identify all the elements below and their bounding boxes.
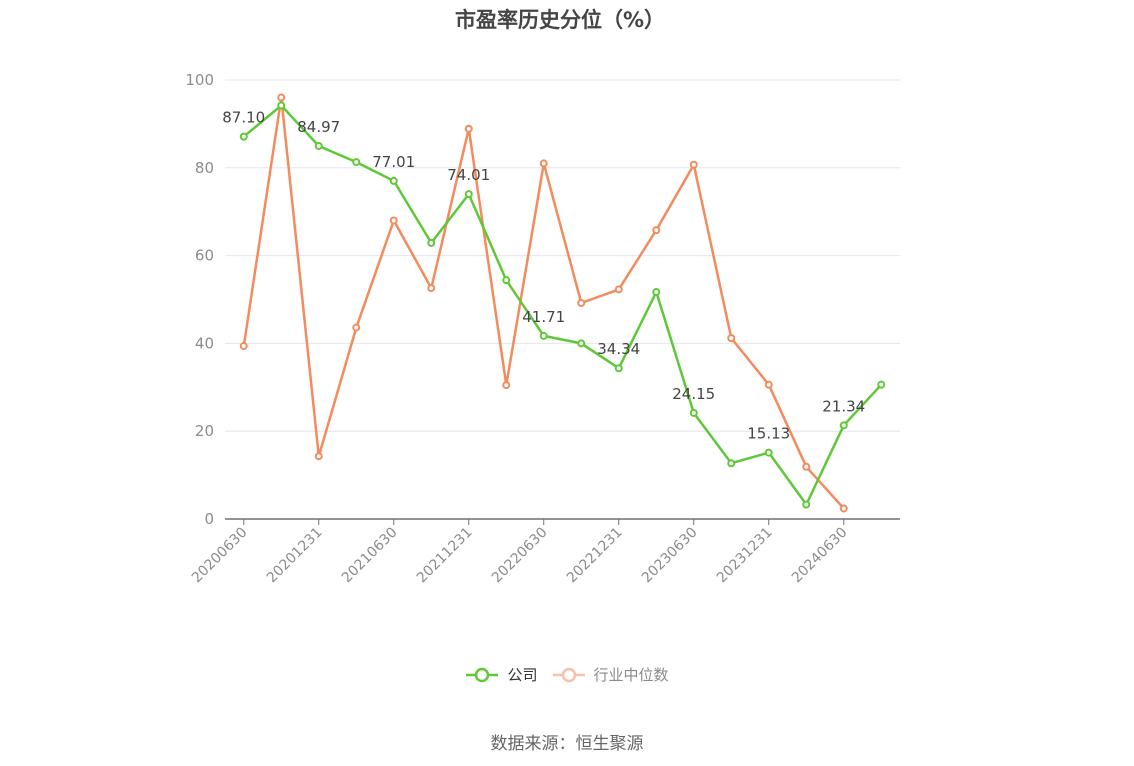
- y-tick-label: 0: [204, 510, 214, 528]
- data-labels: 87.10 84.97 77.01 74.01 41.71 34.34 24.15 15.13…: [222, 109, 865, 443]
- data-source: 数据来源：恒生聚源: [490, 734, 644, 754]
- data-point-1: [764, 380, 773, 389]
- data-point-1: [239, 342, 248, 351]
- legend-industry-icon: [552, 667, 585, 682]
- x-tick-label: 20230630: [639, 525, 701, 587]
- legend-item-industry[interactable]: 行业中位数: [552, 664, 669, 685]
- y-tick-label: 100: [185, 71, 214, 89]
- data-label: 15.13: [747, 425, 790, 443]
- data-point-1: [839, 504, 848, 513]
- data-point-0: [464, 190, 473, 199]
- data-label: 87.10: [222, 109, 265, 127]
- data-point-1: [614, 285, 623, 294]
- series-layer: [239, 93, 886, 513]
- data-point-0: [652, 288, 661, 297]
- x-tick-label: 20210630: [339, 525, 401, 587]
- data-point-1: [352, 323, 361, 332]
- data-point-1: [802, 462, 811, 471]
- x-tick-label: 20200630: [189, 525, 251, 587]
- legend-item-company[interactable]: 公司: [465, 664, 538, 685]
- series-line-0: [243, 104, 883, 506]
- data-point-0: [427, 238, 436, 247]
- data-point-1: [689, 160, 698, 169]
- data-label: 41.71: [522, 308, 565, 326]
- data-label: 77.01: [372, 153, 415, 171]
- data-point-0: [352, 158, 361, 167]
- data-point-0: [239, 132, 248, 141]
- data-point-1: [427, 284, 436, 293]
- legend-label-industry: 行业中位数: [593, 666, 669, 684]
- data-point-1: [727, 334, 736, 343]
- data-point-1: [502, 381, 511, 390]
- data-point-0: [802, 500, 811, 509]
- data-point-0: [277, 101, 286, 110]
- x-tick-label: 20221231: [564, 525, 626, 587]
- data-point-0: [314, 141, 323, 150]
- data-point-0: [877, 380, 886, 389]
- x-axis: 0 20 40 60 80 100 20200630 20201231 20210630 2021…: [185, 71, 900, 586]
- data-point-1: [464, 124, 473, 133]
- data-point-0: [764, 448, 773, 457]
- data-point-0: [577, 339, 586, 348]
- data-point-0: [539, 331, 548, 340]
- legend: 公司 行业中位数: [0, 664, 1134, 685]
- x-tick-label: 20201231: [264, 525, 326, 587]
- data-label: 74.01: [447, 166, 490, 184]
- data-label: 21.34: [822, 397, 865, 415]
- y-tick-label: 40: [195, 334, 214, 352]
- x-tick-label: 20240630: [789, 525, 851, 587]
- grid-lines: [225, 79, 900, 432]
- data-point-0: [689, 408, 698, 417]
- data-point-0: [839, 421, 848, 430]
- data-label: 84.97: [297, 118, 340, 136]
- data-point-1: [577, 299, 586, 308]
- data-point-0: [502, 276, 511, 285]
- y-tick-label: 60: [195, 247, 214, 265]
- legend-company-icon: [466, 667, 499, 682]
- data-label: 34.34: [597, 340, 640, 358]
- y-tick-label: 80: [195, 159, 214, 177]
- series-line-1: [242, 96, 845, 510]
- data-point-1: [539, 159, 548, 168]
- y-tick-label: 20: [195, 422, 214, 440]
- x-tick-label: 20211231: [414, 525, 476, 587]
- legend-label-company: 公司: [507, 666, 538, 684]
- data-point-0: [389, 176, 398, 185]
- data-point-1: [277, 93, 286, 102]
- data-point-1: [389, 216, 398, 225]
- data-label: 24.15: [672, 385, 715, 403]
- data-point-0: [727, 459, 736, 468]
- chart-title: 市盈率历史分位（%）: [454, 8, 666, 32]
- x-tick-label: 20220630: [489, 525, 551, 587]
- data-point-0: [614, 364, 623, 373]
- data-point-1: [314, 452, 323, 461]
- x-tick-label: 20231231: [714, 525, 776, 587]
- data-point-1: [652, 226, 661, 235]
